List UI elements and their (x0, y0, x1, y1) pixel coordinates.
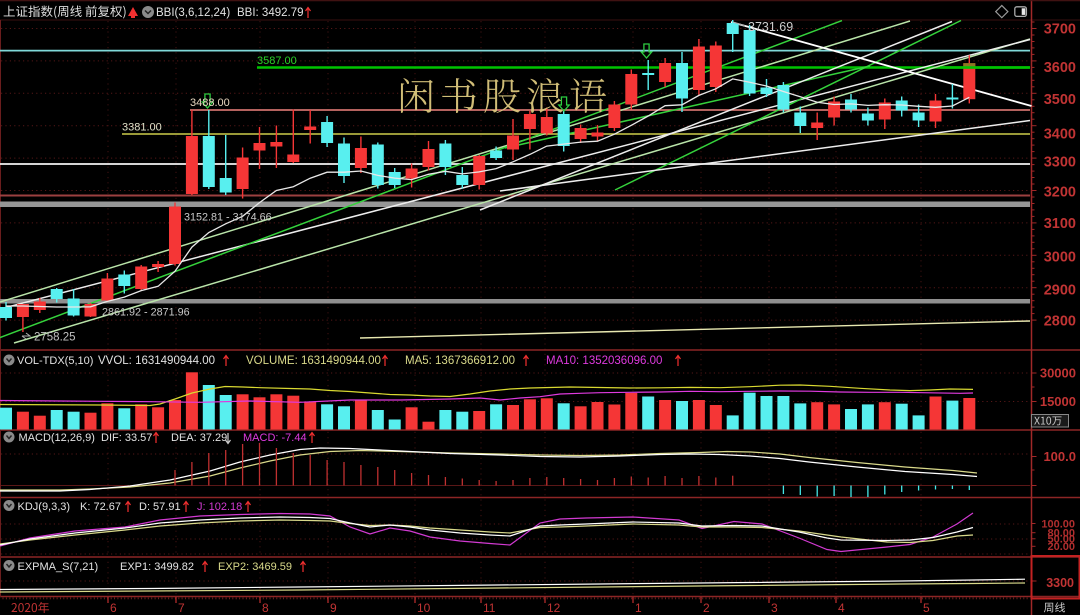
svg-text:2758.25: 2758.25 (34, 332, 76, 344)
svg-text:7: 7 (178, 601, 185, 615)
svg-text:EXP2: 3469.59: EXP2: 3469.59 (218, 561, 292, 573)
svg-text:5: 5 (923, 601, 930, 615)
svg-text:3300: 3300 (1044, 155, 1076, 171)
svg-text:3: 3 (771, 601, 778, 615)
svg-text:80.00: 80.00 (1047, 528, 1075, 540)
svg-text:9: 9 (330, 601, 337, 615)
svg-text:2900: 2900 (1044, 283, 1076, 299)
svg-text:3500: 3500 (1044, 92, 1076, 108)
svg-text:100.00: 100.00 (1041, 519, 1075, 531)
svg-text:VVOL: 1631490944.00: VVOL: 1631490944.00 (98, 355, 215, 367)
svg-text:3488.00: 3488.00 (190, 97, 230, 109)
svg-text:3300: 3300 (1046, 576, 1074, 590)
svg-text:J: 102.18: J: 102.18 (197, 501, 242, 513)
svg-text:8: 8 (262, 601, 269, 615)
svg-text:DIF: 33.57: DIF: 33.57 (101, 432, 152, 444)
svg-text:10: 10 (417, 601, 431, 615)
svg-text:2: 2 (703, 601, 710, 615)
svg-text:BBI(3,6,12,24): BBI(3,6,12,24) (156, 7, 230, 19)
svg-text:2861.92 - 2871.96: 2861.92 - 2871.96 (102, 307, 190, 319)
svg-text:3100: 3100 (1044, 216, 1076, 232)
svg-text:MA10: 1352036096.00: MA10: 1352036096.00 (546, 355, 662, 367)
svg-text:K: 72.67: K: 72.67 (80, 501, 121, 513)
svg-text:6: 6 (110, 601, 117, 615)
svg-text:EXP1: 3499.82: EXP1: 3499.82 (120, 561, 194, 573)
svg-text:D: 57.91: D: 57.91 (139, 501, 181, 513)
svg-text:11: 11 (483, 601, 496, 615)
svg-text:3381.00: 3381.00 (122, 122, 162, 134)
svg-text:EXPMA_S(7,21): EXPMA_S(7,21) (18, 561, 99, 573)
svg-text:3152.81 - 3174.66: 3152.81 - 3174.66 (184, 212, 272, 224)
svg-text:3587.00: 3587.00 (257, 55, 297, 67)
svg-text:BBI: 3492.79: BBI: 3492.79 (237, 7, 304, 19)
svg-text:15000: 15000 (1040, 394, 1076, 409)
svg-text:MACD(12,26,9): MACD(12,26,9) (19, 432, 95, 444)
svg-text:12: 12 (547, 601, 561, 615)
svg-text:VOL-TDX(5,10): VOL-TDX(5,10) (17, 355, 93, 367)
svg-text:20.00: 20.00 (1047, 541, 1075, 553)
svg-text:3200: 3200 (1044, 185, 1076, 201)
svg-text:MACD: -7.44: MACD: -7.44 (243, 432, 307, 444)
svg-text:MA5: 1367366912.00: MA5: 1367366912.00 (405, 355, 515, 367)
svg-text:4: 4 (838, 601, 845, 615)
svg-text:KDJ(9,3,3): KDJ(9,3,3) (18, 501, 71, 513)
svg-text:50.00: 50.00 (1047, 534, 1075, 546)
svg-text:DEA: 37.29: DEA: 37.29 (171, 432, 227, 444)
svg-text:VOLUME: 1631490944.00: VOLUME: 1631490944.00 (246, 355, 381, 367)
svg-text:3400: 3400 (1044, 126, 1076, 142)
svg-text:3700: 3700 (1044, 22, 1076, 38)
svg-text:100.0: 100.0 (1043, 449, 1076, 464)
svg-text:3000: 3000 (1044, 250, 1076, 266)
svg-text:3731.69: 3731.69 (748, 20, 793, 34)
svg-text:3600: 3600 (1044, 60, 1076, 76)
svg-text:2800: 2800 (1044, 314, 1076, 330)
svg-text:30000: 30000 (1040, 366, 1076, 381)
svg-text:1: 1 (635, 601, 642, 615)
